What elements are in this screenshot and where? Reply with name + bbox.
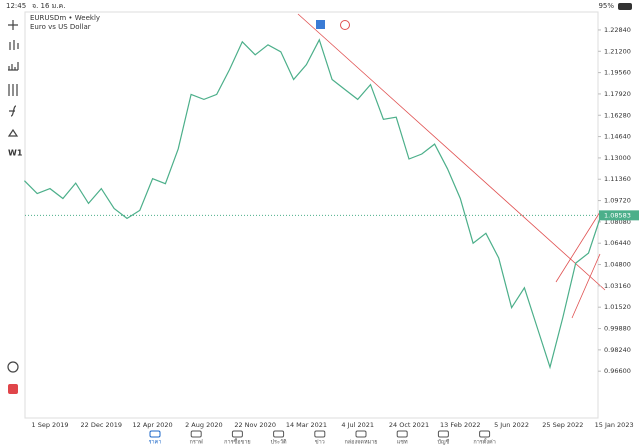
crosshair-tool[interactable]	[8, 20, 18, 30]
y-tick-label: 1.13000	[604, 154, 631, 162]
app-icon[interactable]	[8, 384, 18, 394]
shapes-tool[interactable]	[7, 128, 19, 137]
x-tick-label: 2 Aug 2020	[185, 421, 223, 429]
current-price-label: 1.08583	[604, 211, 631, 219]
y-tick-label: 1.06440	[604, 239, 631, 247]
y-tick-label: 1.11360	[604, 175, 631, 183]
x-tick-label: 14 Mar 2021	[286, 421, 327, 429]
tab-label[interactable]: บัญชี	[437, 439, 449, 446]
tab-icon[interactable]	[190, 430, 202, 438]
status-time: 12:45	[6, 2, 26, 10]
functions-tool[interactable]	[9, 105, 17, 117]
price-line	[23, 38, 602, 370]
y-tick-label: 1.09720	[604, 197, 631, 205]
y-tick-label: 1.17920	[604, 90, 631, 98]
x-tick-label: 4 Jul 2021	[341, 421, 374, 429]
tab-icon[interactable]	[314, 430, 326, 438]
x-tick-label: 25 Sep 2022	[542, 421, 583, 429]
chart-frame	[24, 11, 599, 419]
tab-icon[interactable]	[396, 430, 408, 438]
y-tick-label: 1.14640	[604, 133, 631, 141]
channel-line	[571, 253, 601, 319]
tab-label[interactable]: การซื้อขาย	[224, 438, 250, 446]
y-tick-label: 1.04800	[604, 261, 631, 269]
objects-tool[interactable]	[8, 62, 19, 71]
object-icon[interactable]	[316, 20, 325, 29]
chart-type-tool[interactable]	[8, 84, 18, 96]
tab-label[interactable]: กราฟ	[190, 439, 203, 446]
y-tick-label: 1.03160	[604, 282, 631, 290]
tab-label[interactable]: กล่องจดหมาย	[344, 440, 377, 446]
y-tick-label: 1.19560	[604, 69, 631, 77]
x-tick-label: 22 Dec 2019	[81, 421, 123, 429]
chart-subtitle: Euro vs US Dollar	[30, 23, 91, 31]
x-tick-label: 13 Feb 2022	[440, 421, 480, 429]
y-tick-label: 0.98240	[604, 346, 631, 354]
indicators-tool[interactable]	[9, 40, 19, 50]
x-tick-label: 1 Sep 2019	[32, 421, 69, 429]
y-tick-label: 1.08080	[604, 218, 631, 226]
y-tick-label: 1.21200	[604, 47, 631, 55]
object-icon[interactable]	[340, 20, 350, 30]
x-tick-label: 5 Jun 2022	[494, 421, 529, 429]
x-tick-label: 24 Oct 2021	[389, 421, 429, 429]
battery-icon	[618, 3, 632, 10]
tab-label[interactable]: แชท	[397, 439, 408, 446]
tab-icon[interactable]	[355, 430, 367, 438]
tab-label[interactable]: ข่าว	[315, 440, 325, 446]
channel-line	[555, 211, 601, 283]
y-tick-label: 0.99880	[604, 325, 631, 333]
current-price-badge	[599, 210, 639, 221]
tab-icon[interactable]	[231, 430, 243, 438]
timeframe[interactable]: W1	[8, 149, 23, 158]
chart-title: EURUSDm • Weekly	[30, 14, 100, 22]
trade-tool[interactable]	[7, 361, 19, 373]
x-tick-label: 12 Apr 2020	[132, 421, 172, 429]
tab-icon[interactable]	[437, 430, 449, 438]
x-tick-label: 15 Jan 2023	[595, 421, 634, 429]
tab-icon[interactable]	[273, 430, 285, 438]
tab-icon[interactable]	[479, 430, 491, 438]
tab-label[interactable]: ราคา	[149, 440, 162, 446]
x-tick-label: 22 Nov 2020	[234, 421, 276, 429]
y-tick-label: 1.22840	[604, 26, 631, 34]
tab-icon[interactable]	[149, 430, 161, 438]
status-battery: 95%	[598, 2, 614, 10]
tab-label[interactable]: ประวัติ	[271, 439, 287, 446]
y-tick-label: 0.96600	[604, 367, 631, 375]
y-tick-label: 1.16280	[604, 111, 631, 119]
tab-label[interactable]: การตั้งค่า	[473, 438, 495, 446]
status-date: จ. 16 ม.ค.	[32, 2, 65, 10]
trend-line	[297, 13, 606, 291]
y-tick-label: 1.01520	[604, 303, 631, 311]
